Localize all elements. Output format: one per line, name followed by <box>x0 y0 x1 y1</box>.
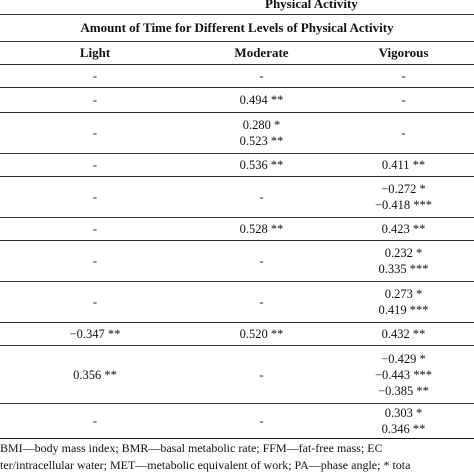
cell-light: - <box>0 113 190 153</box>
cell-moderate: - <box>190 177 333 217</box>
cell-value: 0.335 *** <box>378 262 429 276</box>
cell-vigorous: 0.303 * 0.346 ** <box>333 404 474 438</box>
table-row: −0.347 ** 0.520 ** 0.432 ** <box>0 323 474 346</box>
cell-value: - <box>401 69 406 83</box>
cell-value: 0.232 * <box>384 246 423 260</box>
cell-vigorous: 0.432 ** <box>333 323 474 345</box>
column-header-light: Light <box>79 45 111 60</box>
table-row: - - 0.303 * 0.346 ** <box>0 404 474 439</box>
cell-value: 0.494 ** <box>239 93 284 107</box>
cell-value: - <box>92 158 98 172</box>
cell-light: - <box>0 218 190 240</box>
cell-value: 0.536 ** <box>239 158 284 172</box>
footnote-line-1: BMI—body mass index; BMR—basal metabolic… <box>0 441 383 455</box>
cell-value: 0.346 ** <box>381 422 426 436</box>
cell-value: 0.411 ** <box>381 158 426 172</box>
header-subtitle-row: Amount of Time for Different Levels of P… <box>0 15 474 42</box>
cell-moderate: 0.520 ** <box>190 323 333 345</box>
cell-value: 0.528 ** <box>239 222 284 236</box>
cell-value: - <box>259 367 264 382</box>
table-footnote: BMI—body mass index; BMR—basal metabolic… <box>0 440 474 474</box>
column-header-vigorous: Vigorous <box>378 45 429 60</box>
cell-moderate: 0.494 ** <box>190 88 333 112</box>
cell-light: - <box>0 177 190 217</box>
table-row: - - 0.273 * 0.419 *** <box>0 282 474 323</box>
cell-value: - <box>259 69 264 83</box>
cell-value: - <box>92 414 98 428</box>
column-header-row: Light Moderate Vigorous <box>0 42 474 65</box>
cell-value: - <box>92 93 98 107</box>
cell-value: 0.273 * <box>384 287 423 301</box>
cell-value: −0.385 ** <box>378 383 429 398</box>
table-row: --- <box>0 65 474 88</box>
table-row: - 0.494 ** - <box>0 88 474 113</box>
table-row: - - 0.232 * 0.335 *** <box>0 241 474 282</box>
cell-vigorous: - <box>333 113 474 153</box>
header-group-row: Physical Activity <box>0 0 474 15</box>
cell-vigorous: - <box>333 65 474 87</box>
cell-value: −0.347 ** <box>69 327 121 341</box>
table-row: - - −0.272 * −0.418 *** <box>0 177 474 218</box>
table-row: - 0.280 * 0.523 ** - <box>0 113 474 154</box>
cell-light: - <box>0 65 190 87</box>
cell-value: - <box>259 190 264 204</box>
cell-vigorous: −0.429 * −0.443 *** −0.385 ** <box>333 346 474 403</box>
cell-value: 0.419 *** <box>378 303 429 317</box>
table-row: - 0.536 ** 0.411 ** <box>0 154 474 177</box>
cell-value: - <box>92 222 98 236</box>
cell-value: 0.303 * <box>384 406 423 420</box>
cell-light: - <box>0 241 190 281</box>
cell-value: - <box>259 254 264 268</box>
cell-light: −0.347 ** <box>0 323 190 345</box>
cell-light: 0.356 ** <box>0 346 190 403</box>
cell-value: −0.272 * <box>381 182 426 196</box>
cell-light: - <box>0 154 190 176</box>
cell-light: - <box>0 404 190 438</box>
cell-moderate: - <box>190 65 333 87</box>
footnote-line-2: ter/intracellular water; MET—metabolic e… <box>0 458 411 472</box>
cell-value: −0.443 *** <box>374 367 433 382</box>
subtitle: Amount of Time for Different Levels of P… <box>80 20 394 35</box>
cell-moderate: 0.528 ** <box>190 218 333 240</box>
cell-value: - <box>259 414 264 428</box>
cell-value: 0.523 ** <box>239 134 284 148</box>
cell-value: - <box>401 93 406 107</box>
cell-vigorous: 0.423 ** <box>333 218 474 240</box>
cell-vigorous: 0.411 ** <box>333 154 474 176</box>
cell-vigorous: 0.273 * 0.419 *** <box>333 282 474 322</box>
cell-value: 0.356 ** <box>73 367 117 382</box>
cell-moderate: 0.536 ** <box>190 154 333 176</box>
cell-value: 0.520 ** <box>239 327 284 341</box>
cell-value: −0.418 *** <box>374 198 433 212</box>
table-row: 0.356 ** - −0.429 * −0.443 *** −0.385 ** <box>0 346 474 404</box>
cell-moderate: - <box>190 282 333 322</box>
cell-vigorous: - <box>333 88 474 112</box>
group-title: Physical Activity <box>265 0 358 11</box>
cell-vigorous: −0.272 * −0.418 *** <box>333 177 474 217</box>
cell-vigorous: 0.232 * 0.335 *** <box>333 241 474 281</box>
cell-light: - <box>0 282 190 322</box>
cell-value: - <box>259 295 264 309</box>
cell-moderate: - <box>190 346 333 403</box>
column-header-moderate: Moderate <box>234 45 289 60</box>
cell-value: - <box>401 126 406 140</box>
cell-value: - <box>92 254 98 268</box>
cell-value: - <box>92 190 98 204</box>
table-row: - 0.528 ** 0.423 ** <box>0 218 474 241</box>
cell-light: - <box>0 88 190 112</box>
cell-value: −0.429 * <box>381 351 426 366</box>
cell-value: - <box>92 295 98 309</box>
cell-value: - <box>92 126 98 140</box>
cell-value: - <box>92 69 98 83</box>
cell-moderate: - <box>190 241 333 281</box>
cell-value: 0.423 ** <box>381 222 426 236</box>
cell-moderate: - <box>190 404 333 438</box>
cell-value: 0.432 ** <box>381 327 426 341</box>
cell-moderate: 0.280 * 0.523 ** <box>190 113 333 153</box>
cell-value: 0.280 * <box>242 118 281 132</box>
